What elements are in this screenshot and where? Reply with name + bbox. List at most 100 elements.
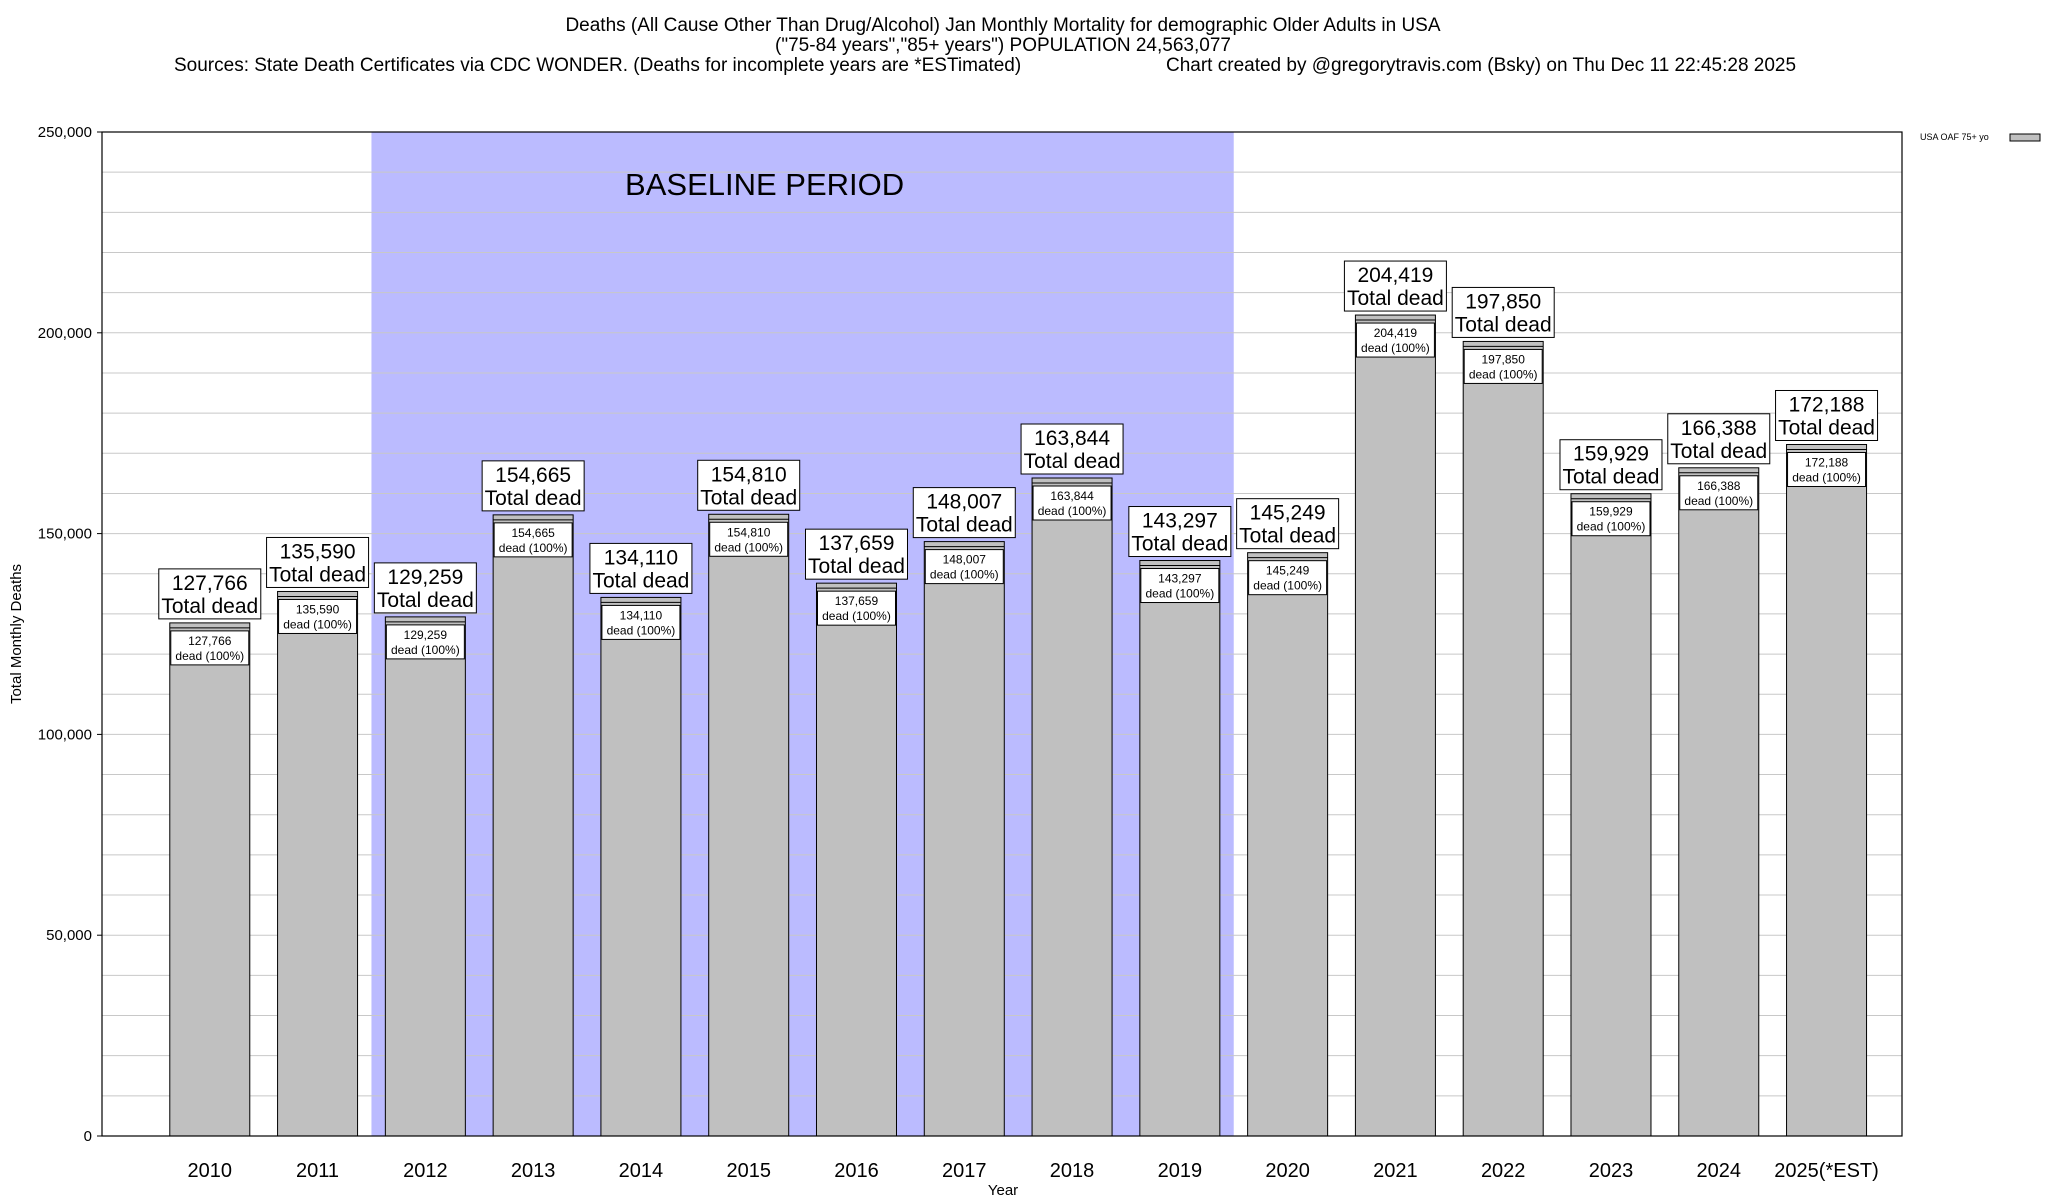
top-label-box xyxy=(373,562,477,614)
inner-value-label: 134,110 xyxy=(620,608,663,622)
x-tick-label: 2023 xyxy=(1589,1160,1634,1182)
inner-label-box xyxy=(1140,568,1220,604)
credit-text: Chart created by @gregorytravis.com (Bsk… xyxy=(1166,55,1796,76)
inner-value-label: 137,659 xyxy=(835,594,879,608)
top-value-label: 154,810 xyxy=(711,463,787,486)
bar-2023 xyxy=(1570,493,1652,1137)
x-tick-label: 2021 xyxy=(1373,1160,1418,1182)
inner-percent-label: dead (100%) xyxy=(391,643,460,657)
bar-2021 xyxy=(1354,314,1436,1137)
y-tick-label: 0 xyxy=(84,1128,92,1145)
inner-percent-label: dead (100%) xyxy=(1577,520,1646,534)
top-label-box xyxy=(1128,506,1232,558)
top-total-label: Total dead xyxy=(161,595,258,618)
top-label-box xyxy=(912,487,1016,539)
top-total-label: Total dead xyxy=(269,563,366,586)
top-total-label: Total dead xyxy=(916,514,1013,537)
bar-2016 xyxy=(815,582,897,1137)
sources-text: Sources: State Death Certificates via CD… xyxy=(174,55,1021,76)
inner-percent-label: dead (100%) xyxy=(1361,341,1430,355)
inner-label-box xyxy=(385,624,465,660)
top-value-label: 145,249 xyxy=(1250,502,1326,525)
top-value-label: 204,419 xyxy=(1357,264,1433,287)
top-total-label: Total dead xyxy=(1024,450,1121,473)
inner-label-box xyxy=(1571,501,1651,537)
inner-percent-label: dead (100%) xyxy=(1145,587,1214,601)
top-value-label: 163,844 xyxy=(1034,427,1110,450)
inner-percent-label: dead (100%) xyxy=(499,541,568,555)
inner-label-box xyxy=(816,590,896,626)
inner-label-box xyxy=(493,522,573,558)
top-label-box xyxy=(1020,423,1124,475)
top-value-label: 127,766 xyxy=(172,572,248,595)
top-value-label: 197,850 xyxy=(1465,290,1541,313)
top-label-box xyxy=(1667,413,1771,465)
bar-2017 xyxy=(923,541,1005,1137)
top-label-box xyxy=(158,568,262,620)
bar-2020 xyxy=(1247,552,1329,1137)
bar-2014 xyxy=(600,596,682,1137)
inner-label-box xyxy=(1463,348,1543,384)
top-value-label: 172,188 xyxy=(1789,393,1865,416)
top-total-label: Total dead xyxy=(1563,466,1660,489)
inner-value-label: 172,188 xyxy=(1805,455,1849,469)
inner-percent-label: dead (100%) xyxy=(714,540,783,554)
x-tick-label: 2019 xyxy=(1158,1160,1203,1182)
x-tick-label: 2024 xyxy=(1697,1160,1742,1182)
inner-value-label: 197,850 xyxy=(1482,352,1526,366)
inner-label-box xyxy=(601,604,681,640)
x-tick-label: 2020 xyxy=(1265,1160,1310,1182)
bar-2019 xyxy=(1139,560,1221,1137)
inner-percent-label: dead (100%) xyxy=(1038,504,1107,518)
inner-label-box xyxy=(709,521,789,557)
x-tick-label: 2022 xyxy=(1481,1160,1526,1182)
inner-label-box xyxy=(1032,485,1112,521)
inner-percent-label: dead (100%) xyxy=(1684,494,1753,508)
top-total-label: Total dead xyxy=(592,569,689,592)
inner-value-label: 154,665 xyxy=(511,526,555,540)
inner-value-label: 166,388 xyxy=(1697,479,1741,493)
x-tick-label: 2013 xyxy=(511,1160,556,1182)
inner-value-label: 154,810 xyxy=(727,525,771,539)
inner-value-label: 204,419 xyxy=(1374,326,1418,340)
inner-percent-label: dead (100%) xyxy=(607,623,676,637)
inner-label-box xyxy=(1248,560,1328,596)
inner-value-label: 148,007 xyxy=(943,553,987,567)
top-total-label: Total dead xyxy=(1239,525,1336,548)
top-label-box xyxy=(1343,260,1447,312)
y-tick-label: 50,000 xyxy=(46,927,92,944)
top-total-label: Total dead xyxy=(808,555,905,578)
x-tick-label: 2012 xyxy=(403,1160,448,1182)
inner-percent-label: dead (100%) xyxy=(822,609,891,623)
top-value-label: 137,659 xyxy=(819,532,895,555)
top-value-label: 129,259 xyxy=(387,566,463,589)
inner-label-box xyxy=(1679,475,1759,511)
x-tick-label: 2016 xyxy=(834,1160,879,1182)
top-total-label: Total dead xyxy=(1455,313,1552,336)
top-total-label: Total dead xyxy=(485,487,582,510)
inner-percent-label: dead (100%) xyxy=(283,617,352,631)
inner-label-box xyxy=(170,630,250,666)
top-value-label: 143,297 xyxy=(1142,510,1218,533)
inner-value-label: 127,766 xyxy=(188,634,232,648)
y-tick-label: 150,000 xyxy=(38,526,92,543)
x-tick-label: 2011 xyxy=(296,1160,339,1182)
inner-label-box xyxy=(278,598,358,634)
bar-2015 xyxy=(708,513,790,1137)
chart-title: Deaths (All Cause Other Than Drug/Alcoho… xyxy=(174,15,1796,76)
top-total-label: Total dead xyxy=(1347,287,1444,310)
top-value-label: 148,007 xyxy=(926,491,1002,514)
bar-2013 xyxy=(492,514,574,1137)
inner-value-label: 163,844 xyxy=(1050,489,1094,503)
top-total-label: Total dead xyxy=(700,486,797,509)
x-tick-label: 2018 xyxy=(1050,1160,1095,1182)
bar-2010 xyxy=(169,622,251,1137)
top-value-label: 166,388 xyxy=(1681,417,1757,440)
top-total-label: Total dead xyxy=(1670,440,1767,463)
bar-2018 xyxy=(1031,477,1113,1137)
bar-2024 xyxy=(1678,467,1760,1137)
top-label-box xyxy=(481,460,585,512)
x-tick-label: 2010 xyxy=(188,1160,233,1182)
top-total-label: Total dead xyxy=(1778,416,1875,439)
